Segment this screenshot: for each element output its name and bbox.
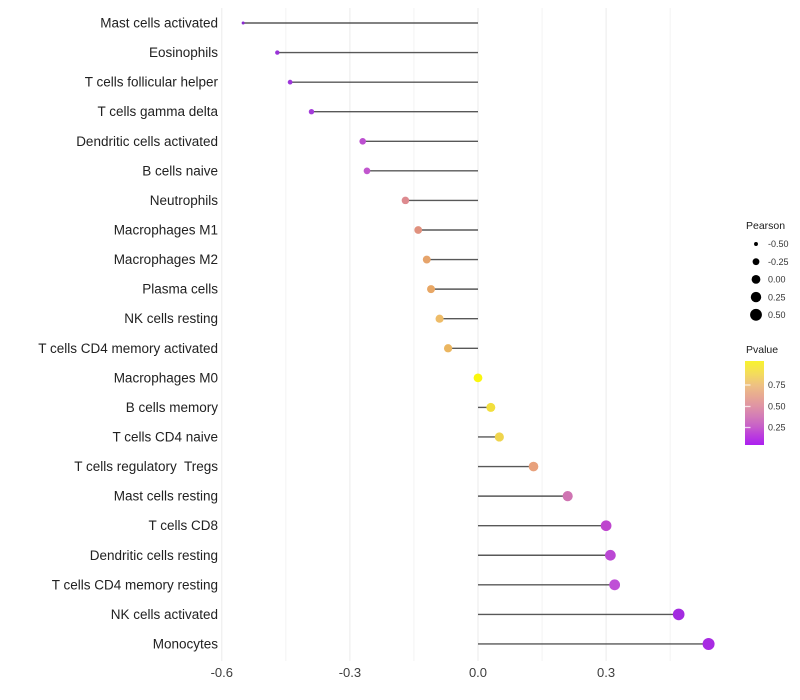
lollipop-dot <box>494 432 504 442</box>
y-axis-label: Eosinophils <box>149 45 218 60</box>
y-axis-label: T cells regulatory Tregs <box>74 459 218 474</box>
lollipop-dot <box>275 50 280 55</box>
legend-pearson-title: Pearson <box>746 220 785 232</box>
y-axis-label: NK cells activated <box>111 607 218 622</box>
legend-pvalue-tick-label: 0.50 <box>768 402 786 412</box>
lollipop-dot <box>702 637 715 650</box>
lollipop-dot <box>414 226 423 234</box>
legend-pearson-label: 0.00 <box>768 275 786 285</box>
y-axis-label: NK cells resting <box>124 311 218 326</box>
x-axis-tick-label: 0.0 <box>469 665 487 680</box>
legend-pearson-label: 0.25 <box>768 292 786 302</box>
lollipop-dot <box>600 520 612 532</box>
lollipop-dot <box>401 196 410 205</box>
y-axis-label: B cells memory <box>126 400 219 415</box>
lollipop-dot <box>422 255 431 264</box>
lollipop-dot <box>308 109 315 115</box>
x-axis-tick-label: 0.3 <box>597 665 615 680</box>
lollipop-dot <box>528 461 539 472</box>
y-axis-label: T cells CD4 naive <box>112 429 218 444</box>
y-axis-label: Dendritic cells activated <box>76 134 218 149</box>
lollipop-dot <box>363 167 371 175</box>
legend-pvalue-tick-label: 0.25 <box>768 423 786 433</box>
lollipop-dot <box>672 608 685 621</box>
legend-pearson-label: -0.25 <box>768 257 789 267</box>
lollipop-dot <box>359 137 367 145</box>
y-axis-label: B cells naive <box>142 163 218 178</box>
lollipop-dot <box>473 373 483 383</box>
y-axis-label: T cells gamma delta <box>97 104 218 119</box>
legend-pvalue-title: Pvalue <box>746 344 778 356</box>
y-axis-label: Neutrophils <box>150 193 219 208</box>
lollipop-dot <box>562 491 573 502</box>
y-axis-label: Monocytes <box>153 636 219 651</box>
y-axis-label: Macrophages M0 <box>114 370 218 385</box>
lollipop-dot <box>486 402 496 412</box>
x-axis-tick-label: -0.6 <box>211 665 233 680</box>
lollipop-dot <box>241 21 245 25</box>
legend-pearson-label: 0.50 <box>768 310 786 320</box>
legend-pearson-label: -0.50 <box>768 239 789 249</box>
x-axis-tick-label: -0.3 <box>339 665 361 680</box>
y-axis-label: Plasma cells <box>142 282 218 297</box>
y-axis-label: Dendritic cells resting <box>90 548 218 563</box>
lollipop-dot <box>287 79 293 85</box>
legend-pearson-dot <box>751 275 761 284</box>
y-axis-label: T cells follicular helper <box>85 75 219 90</box>
lollipop-dot <box>443 344 453 353</box>
lollipop-dot <box>427 285 436 294</box>
legend-pearson-dot <box>752 258 760 266</box>
legend-pvalue-tick-label: 0.75 <box>768 380 786 390</box>
y-axis-label: T cells CD4 memory resting <box>52 577 218 592</box>
legend-pvalue-gradient-bar <box>745 361 764 445</box>
y-axis-label: Mast cells resting <box>114 489 218 504</box>
lollipop-dot <box>435 314 444 323</box>
y-axis-label: Mast cells activated <box>100 16 218 31</box>
y-axis-label: Macrophages M1 <box>114 222 218 237</box>
legend-pearson-dot <box>754 242 758 246</box>
legend-pearson-dot <box>750 291 762 303</box>
y-axis-label: T cells CD8 <box>148 518 218 533</box>
lollipop-dot <box>609 579 621 591</box>
legend-pearson-dot <box>750 308 762 321</box>
lollipop-dot <box>605 549 616 561</box>
y-axis-label: Macrophages M2 <box>114 252 218 267</box>
y-axis-label: T cells CD4 memory activated <box>38 341 218 356</box>
